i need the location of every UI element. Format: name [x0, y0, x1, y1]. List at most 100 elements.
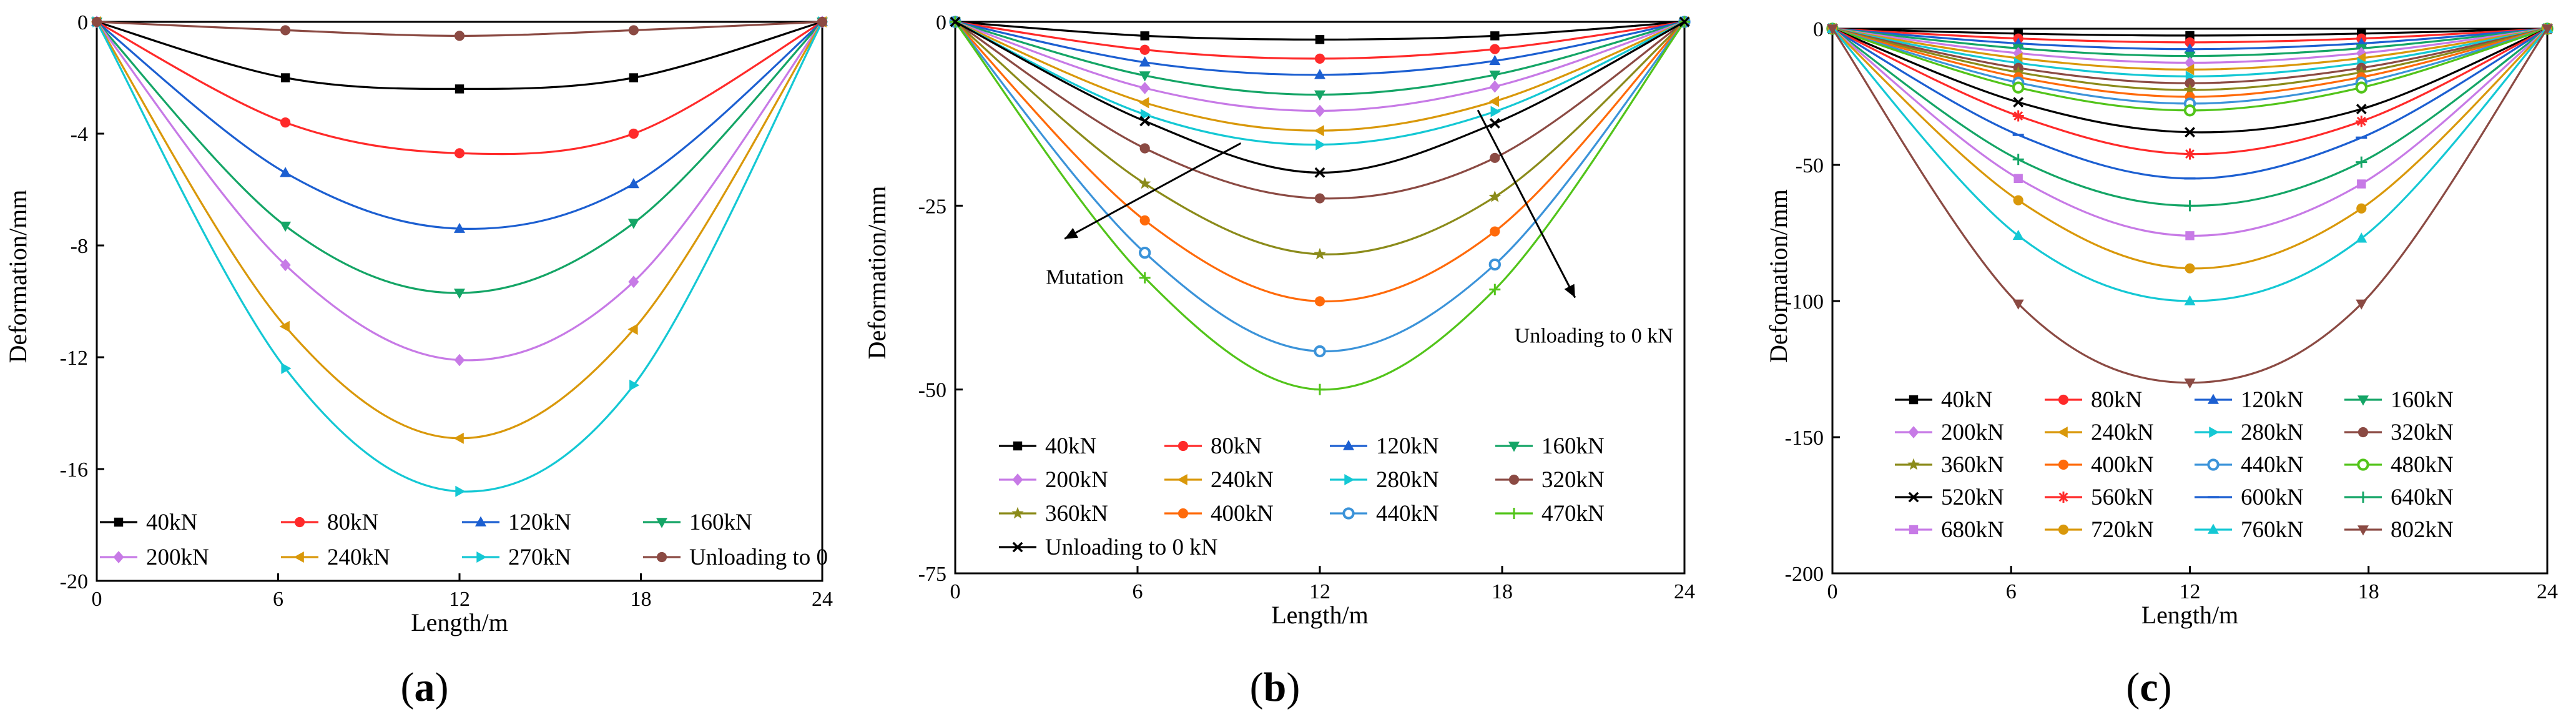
data-point-400kn-b: [1139, 215, 1150, 225]
data-point-680kn-c: [2357, 179, 2366, 189]
data-point-560kn-c: [2356, 116, 2367, 127]
legend-marker-b: [1013, 441, 1023, 451]
x-tick-label-a: 12: [449, 588, 470, 611]
legend-marker-b: [1343, 440, 1354, 450]
data-point-120kn-b: [1314, 69, 1325, 79]
data-point-40kn-b: [1490, 31, 1500, 41]
y-tick-label-c: 0: [1813, 18, 1824, 41]
data-point-120kn-a: [454, 222, 465, 233]
legend-marker-c: [1908, 426, 1919, 438]
data-point-unloading-to-0-a: [628, 25, 639, 36]
chart-a-marks: 0 6 12 18 24 0 -4 -8 -12 -16 -20 Length/m Deformatio…: [4, 11, 833, 636]
legend-marker-c: [2357, 458, 2369, 471]
data-point-360kn-c: [2012, 66, 2025, 78]
data-point-80kn-a: [454, 148, 465, 159]
legend-label-c: 120kN: [2241, 387, 2304, 413]
legend-label-c: 160kN: [2391, 387, 2454, 413]
data-point-520kn-c: [2013, 97, 2024, 108]
legend-label-c: 440kN: [2241, 452, 2304, 478]
legend-label-a: 270kN: [508, 545, 571, 570]
legend-label-c: 680kN: [1941, 517, 2004, 543]
legend-marker-b: [1508, 442, 1520, 452]
y-tick-label-b: -75: [918, 563, 946, 586]
legend-marker-c: [2058, 459, 2069, 470]
legend-label-b: 80kN: [1211, 433, 1262, 459]
legend-marker-c: [2357, 492, 2369, 503]
legend-marker-b: [1177, 508, 1189, 519]
data-point-480kn-c: [2183, 104, 2196, 117]
data-point-unloading-to-0-a: [91, 16, 102, 27]
panel-label-c: (c): [2126, 665, 2171, 710]
data-point-400kn-b: [1490, 226, 1500, 237]
legend-label-c: 280kN: [2241, 420, 2304, 445]
legend-label-b: 40kN: [1045, 433, 1096, 459]
data-point-270kn-a: [281, 362, 292, 374]
data-point-320kn-b: [1139, 143, 1150, 154]
x-tick-label-c: 12: [2180, 580, 2201, 603]
data-point-unloading-to-0-kn-b: [950, 16, 961, 27]
legend-label-c: 802kN: [2391, 517, 2454, 543]
data-point-unloading-to-0-a: [280, 25, 291, 36]
data-point-40kn-c: [2185, 31, 2195, 41]
x-tick-label-a: 0: [92, 588, 102, 611]
data-point-720kn-c: [2356, 203, 2367, 214]
data-point-270kn-a: [629, 379, 640, 391]
data-point-40kn-a: [629, 73, 639, 82]
legend-marker-c: [1909, 395, 1919, 405]
y-axis-label-c: Deformation/mm: [1764, 189, 1792, 363]
data-point-440kn-b: [1139, 247, 1151, 259]
data-point-802kn-c: [1827, 24, 1838, 35]
y-tick-label-c: -200: [1785, 563, 1824, 586]
annotation-arrowhead-b: [1064, 227, 1079, 239]
y-tick-label-a: 0: [77, 11, 88, 34]
data-point-40kn-a: [280, 73, 290, 82]
y-tick-label-c: -150: [1785, 427, 1824, 450]
data-point-240kn-a: [453, 432, 464, 444]
data-point-200kn-c: [2013, 47, 2024, 60]
data-point-80kn-a: [628, 128, 639, 139]
legend-label-b: 160kN: [1541, 433, 1605, 459]
legend-label-a: 80kN: [327, 510, 378, 535]
legend-marker-a: [113, 551, 124, 563]
legend-marker-c: [2357, 395, 2369, 406]
annotation-text-b: Mutation: [1046, 265, 1124, 289]
data-point-320kn-c: [2185, 78, 2195, 89]
y-tick-label-b: 0: [936, 11, 946, 34]
data-point-520kn-c: [2185, 127, 2195, 138]
legend-label-b: 200kN: [1045, 467, 1108, 493]
legend-label-a: 120kN: [508, 510, 571, 535]
series-line-120kn-a: [96, 21, 823, 230]
annotation-arrow-b: [1477, 109, 1576, 299]
data-point-200kn-a: [454, 354, 465, 367]
x-tick-label-c: 0: [1827, 580, 1838, 603]
data-point-40kn-a: [455, 84, 465, 94]
chart-c-marks: 0 6 12 18 24 0 -50 -100 -150 -200 Length/m Deformat…: [1764, 18, 2558, 629]
data-point-240kn-c: [2184, 64, 2195, 76]
legend-marker-c: [2208, 523, 2219, 534]
y-tick-label-c: -50: [1796, 154, 1824, 177]
legend-marker-b: [1012, 473, 1023, 486]
data-point-480kn-c: [2355, 81, 2367, 94]
data-point-280kn-b: [1315, 139, 1326, 151]
legend-label-a: 160kN: [689, 510, 752, 535]
legend-label-c: 480kN: [2391, 452, 2454, 478]
legend-marker-a: [294, 517, 305, 528]
data-point-760kn-c: [2184, 295, 2196, 305]
legend-marker-c: [2058, 394, 2069, 405]
y-tick-label-a: -12: [60, 347, 88, 370]
data-point-40kn-b: [1315, 35, 1325, 44]
legend-marker-a: [656, 518, 667, 528]
data-point-720kn-c: [2013, 195, 2023, 205]
data-point-120kn-a: [280, 167, 292, 177]
legend-marker-a: [476, 551, 487, 563]
data-point-80kn-c: [2185, 37, 2195, 47]
data-point-80kn-b: [1139, 44, 1150, 55]
data-point-640kn-c: [2184, 200, 2196, 212]
legend-marker-a: [656, 551, 667, 563]
data-point-unloading-to-0-kn-b: [1489, 118, 1500, 129]
legend-marker-b: [1012, 542, 1023, 553]
data-point-200kn-a: [628, 275, 639, 289]
data-point-470kn-b: [1489, 284, 1501, 295]
data-point-120kn-b: [1489, 54, 1501, 66]
legend-label-c: 240kN: [2091, 420, 2154, 445]
